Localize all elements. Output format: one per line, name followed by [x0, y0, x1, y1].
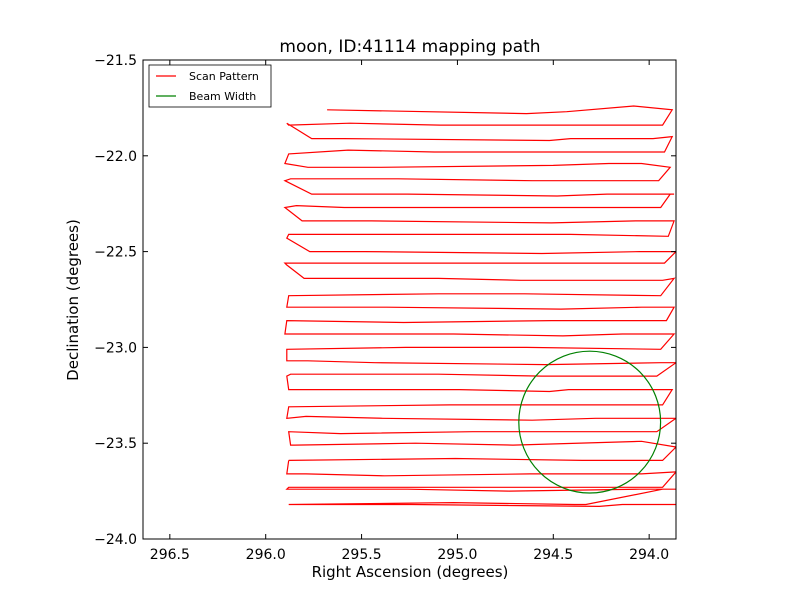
- x-tick-label: 294.0: [629, 547, 669, 563]
- series-scan-pattern-continuation-0: [285, 460, 676, 508]
- legend-label-scan-pattern: Scan Pattern: [189, 70, 259, 83]
- x-tick-label: 296.0: [246, 547, 286, 563]
- y-tick-label: −22.5: [94, 245, 137, 261]
- ticks-layer: 296.5 296.0 295.5 295.0 294.5 294.0 −21.5 −22.0…: [94, 53, 676, 563]
- legend-label-beam-width: Beam Width: [189, 90, 256, 103]
- plot-frame: [142, 59, 677, 540]
- x-axis-label: Right Ascension (degrees): [312, 563, 509, 581]
- x-tick-label: 295.5: [342, 547, 382, 563]
- series-beam-width-circle: [518, 350, 662, 494]
- chart-title: moon, ID:41114 mapping path: [279, 37, 540, 57]
- legend: Scan Pattern Beam Width: [148, 64, 272, 108]
- y-axis-label: Declination (degrees): [64, 219, 82, 381]
- series-layer: [283, 105, 676, 508]
- y-tick-label: −23.5: [94, 436, 137, 452]
- y-tick-label: −22.0: [94, 149, 137, 165]
- x-tick-label: 294.5: [533, 547, 573, 563]
- y-tick-label: −24.0: [94, 532, 137, 548]
- x-tick-label: 295.0: [437, 547, 477, 563]
- y-tick-label: −21.5: [94, 53, 137, 69]
- plot-area: [142, 59, 677, 540]
- series-scan-pattern: [283, 105, 676, 461]
- legend-box: [148, 64, 272, 108]
- x-tick-label: 296.5: [150, 547, 190, 563]
- y-tick-label: −23.0: [94, 340, 137, 356]
